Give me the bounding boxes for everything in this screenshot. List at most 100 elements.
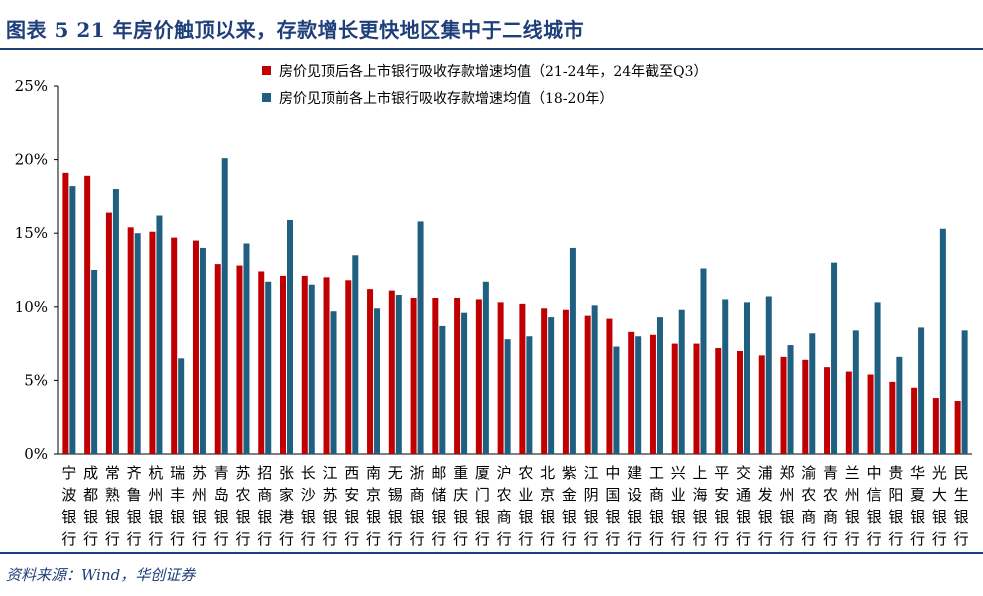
bar-series-2 [918,327,925,454]
bar-series-1 [693,343,700,454]
bar-series-1 [323,277,330,454]
bar-series-1 [62,172,69,454]
x-tick-label: 建设银行 [627,464,642,548]
bar-series-2 [874,302,881,454]
chart-bars [62,158,968,455]
x-tick-label: 西安银行 [344,464,359,548]
source-note: 资料来源：Wind，华创证券 [6,566,196,584]
bar-series-1 [606,318,613,454]
bar-series-2 [961,330,968,454]
bar-series-2 [896,356,903,454]
x-tick-label: 瑞丰银行 [170,464,185,548]
bar-series-1 [454,297,461,454]
bar-series-2 [504,339,511,454]
footer-divider [0,552,983,554]
bar-series-2 [178,358,185,454]
bar-series-2 [722,299,729,454]
bar-series-2 [352,255,359,454]
bar-series-1 [171,237,178,454]
x-tick-label: 兰州银行 [845,464,860,548]
x-tick-label: 北京银行 [540,464,555,548]
bar-series-1 [758,355,765,454]
x-tick-label: 张家港行 [279,464,294,548]
bar-series-2 [395,295,402,454]
x-tick-label: 江阴银行 [584,464,599,548]
page-title: 图表 5 21 年房价触顶以来，存款增长更快地区集中于二线城市 [6,18,585,42]
bar-series-2 [134,233,141,454]
bar-chart: 0% 5% 10% 15% 20% 25% 宁波银行成都银行常熟银行齐鲁银行杭州银行瑞丰银… [15,63,972,548]
bar-series-1 [562,309,569,454]
bar-series-1 [497,302,504,454]
bar-series-1 [345,280,352,454]
bar-series-1 [258,271,265,454]
bar-series-1 [889,381,896,454]
bar-series-2 [831,262,838,454]
x-tick-label: 杭州银行 [148,464,163,548]
bar-series-2 [221,158,228,455]
y-tick-label: 15% [15,224,48,242]
bar-series-2 [852,330,859,454]
x-tick-label: 交通银行 [736,464,751,548]
bar-series-1 [541,308,548,454]
bar-series-1 [802,359,809,454]
bar-series-2 [591,305,598,454]
x-tick-label: 郑州银行 [780,464,795,548]
x-tick-label: 农业银行 [518,464,533,548]
y-tick-label: 10% [15,298,48,316]
bar-series-2 [744,302,750,454]
x-tick-label: 南京银行 [366,464,381,548]
bar-series-1 [280,275,286,454]
x-tick-label: 中国银行 [605,464,620,548]
bar-series-1 [671,343,678,454]
bar-series-2 [526,336,533,454]
x-tick-label: 长沙银行 [301,464,316,548]
bar-series-2 [287,219,293,454]
x-tick-label: 光大银行 [932,464,947,548]
x-tick-label: 中信银行 [867,464,882,548]
x-tick-label: 浦发银行 [758,464,773,548]
bar-series-1 [715,348,722,454]
x-tick-label: 紫金银行 [562,464,577,548]
y-tick-label: 5% [24,371,48,389]
bar-series-2 [678,309,685,454]
bar-series-2 [939,228,946,454]
bar-series-1 [432,297,439,454]
bar-series-1 [824,367,831,454]
bar-series-1 [301,275,308,454]
x-tick-label: 齐鲁银行 [127,464,142,548]
legend-label-1: 房价见顶后各上市银行吸收存款增速均值（21-24年，24年截至Q3） [279,63,708,80]
bar-series-2 [156,215,163,454]
x-tick-label: 厦门银行 [475,464,490,548]
bar-series-1 [649,334,656,454]
bar-series-2 [265,281,272,454]
bar-series-1 [911,387,918,454]
title-divider [0,48,983,50]
bar-series-2 [482,281,489,454]
bar-series-2 [112,189,119,455]
bar-series-2 [765,296,772,454]
x-tick-label: 苏州银行 [192,464,207,548]
x-tick-label: 重庆银行 [453,464,468,548]
x-tick-label: 华夏银行 [910,464,925,548]
x-tick-label: 无锡银行 [388,464,403,548]
bar-series-2 [656,317,663,454]
x-tick-label: 民生银行 [954,464,969,548]
bar-series-2 [569,247,576,454]
x-tick-label: 工商银行 [649,464,664,548]
x-axis-labels: 宁波银行成都银行常熟银行齐鲁银行杭州银行瑞丰银行苏州银行青岛银行苏农银行招商银行… [61,464,968,548]
bar-series-2 [461,312,468,454]
legend-label-2: 房价见顶前各上市银行吸收存款增速均值（18-20年） [279,90,613,107]
bar-series-1 [105,212,112,454]
bar-series-2 [199,247,206,454]
y-tick-label: 0% [24,445,48,463]
x-tick-label: 常熟银行 [105,464,120,548]
bar-series-1 [780,356,787,454]
bar-series-2 [330,311,337,454]
x-tick-label: 宁波银行 [61,464,76,548]
bar-series-1 [867,374,874,454]
bar-series-1 [388,290,395,454]
x-tick-label: 平安银行 [714,464,729,548]
bar-series-2 [635,336,642,454]
x-tick-label: 苏农银行 [235,464,250,548]
bar-series-1 [236,265,243,454]
